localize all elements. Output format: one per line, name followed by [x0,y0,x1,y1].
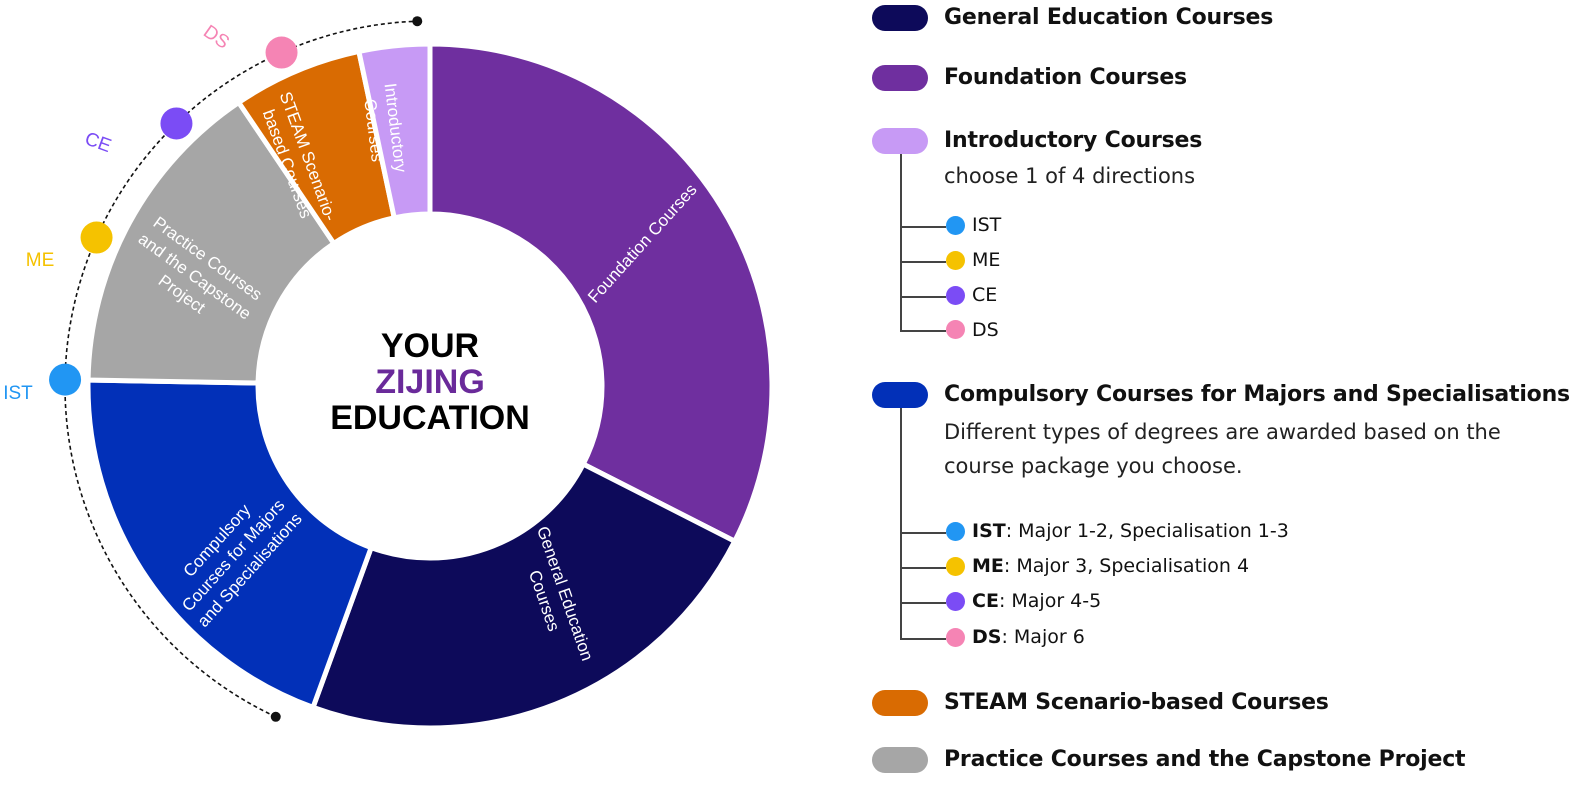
legend-swatch-foundation [872,65,928,91]
legend-branch [900,261,946,263]
segment-general [309,460,739,731]
segment-label-practice: Practice Coursesand the CapstoneProject [122,211,268,341]
legend-dot-me [946,251,965,270]
segment-introductory [355,41,433,221]
track-marker-me [80,221,113,254]
track-marker-ist [49,363,82,396]
legend-subtitle-compulsory-line1: Different types of degrees are awarded b… [944,420,1501,444]
legend-title-general-education: General Education Courses [944,5,1274,30]
track-marker-label-me: ME [26,250,55,271]
track-marker-label-ist: IST [3,383,33,404]
track-marker-ce [160,107,193,140]
legend-subtitle-compulsory-line2: course package you choose. [944,454,1243,478]
legend-branch [900,532,946,534]
legend-item-me: ME [972,249,1001,271]
legend-title-foundation: Foundation Courses [944,65,1187,90]
degree-desc: : Major 6 [1001,626,1085,648]
center-title-line2: ZIJING [375,363,485,401]
donut-segments [85,41,775,731]
legend-dot-ce [946,286,965,305]
center-title-line1: YOUR [381,327,479,365]
degree-desc: : Major 1-2, Specialisation 1-3 [1005,520,1289,542]
legend-item-me-degree: ME: Major 3, Specialisation 4 [972,555,1249,577]
degree-desc: : Major 3, Specialisation 4 [1003,555,1250,577]
legend-tree-line-compulsory [900,408,902,638]
legend-item-ds-degree: DS: Major 6 [972,626,1085,648]
legend-dot-ds [946,320,965,339]
center-title-line3: EDUCATION [330,399,530,437]
legend-swatch-general-education [872,5,928,31]
legend-branch [900,567,946,569]
legend-tree-line-introductory [900,154,902,330]
degree-desc: : Major 4-5 [998,590,1102,612]
legend-item-ce-degree: CE: Major 4-5 [972,590,1101,612]
segment-compulsory [85,377,375,711]
degree-code: IST [972,520,1006,542]
legend-branch [900,226,946,228]
legend-item-ist-degree: IST: Major 1-2, Specialisation 1-3 [972,520,1289,542]
legend-title-steam: STEAM Scenario-based Courses [944,690,1329,715]
degree-code: ME [972,555,1004,577]
degree-code: CE [972,590,999,612]
legend-dot-ds [946,628,965,647]
legend-subtitle-introductory: choose 1 of 4 directions [944,164,1196,188]
legend-swatch-practice [872,747,928,773]
legend-dot-ist [946,522,965,541]
legend-swatch-steam [872,690,928,716]
legend-dot-me [946,557,965,576]
legend-branch [900,296,946,298]
segment-practice [85,98,338,386]
legend-branch [900,330,946,332]
legend-title-compulsory: Compulsory Courses for Majors and Specia… [944,382,1570,407]
legend-swatch-introductory [872,128,928,154]
degree-code: DS [972,626,1002,648]
legend-title-practice: Practice Courses and the Capstone Projec… [944,747,1466,772]
track-start-dot [412,16,423,27]
legend-item-ce: CE [972,284,998,306]
legend-dot-ist [946,216,965,235]
legend-swatch-compulsory [872,382,928,408]
legend-branch [900,602,946,604]
legend-item-ist: IST [972,214,1002,236]
legend-dot-ce [946,592,965,611]
segment-foundation [427,41,775,545]
legend-item-ds: DS [972,319,999,341]
track-marker-ds [265,36,298,69]
legend-title-introductory: Introductory Courses [944,128,1203,153]
legend-branch [900,638,946,640]
track-end-dot [270,711,281,722]
